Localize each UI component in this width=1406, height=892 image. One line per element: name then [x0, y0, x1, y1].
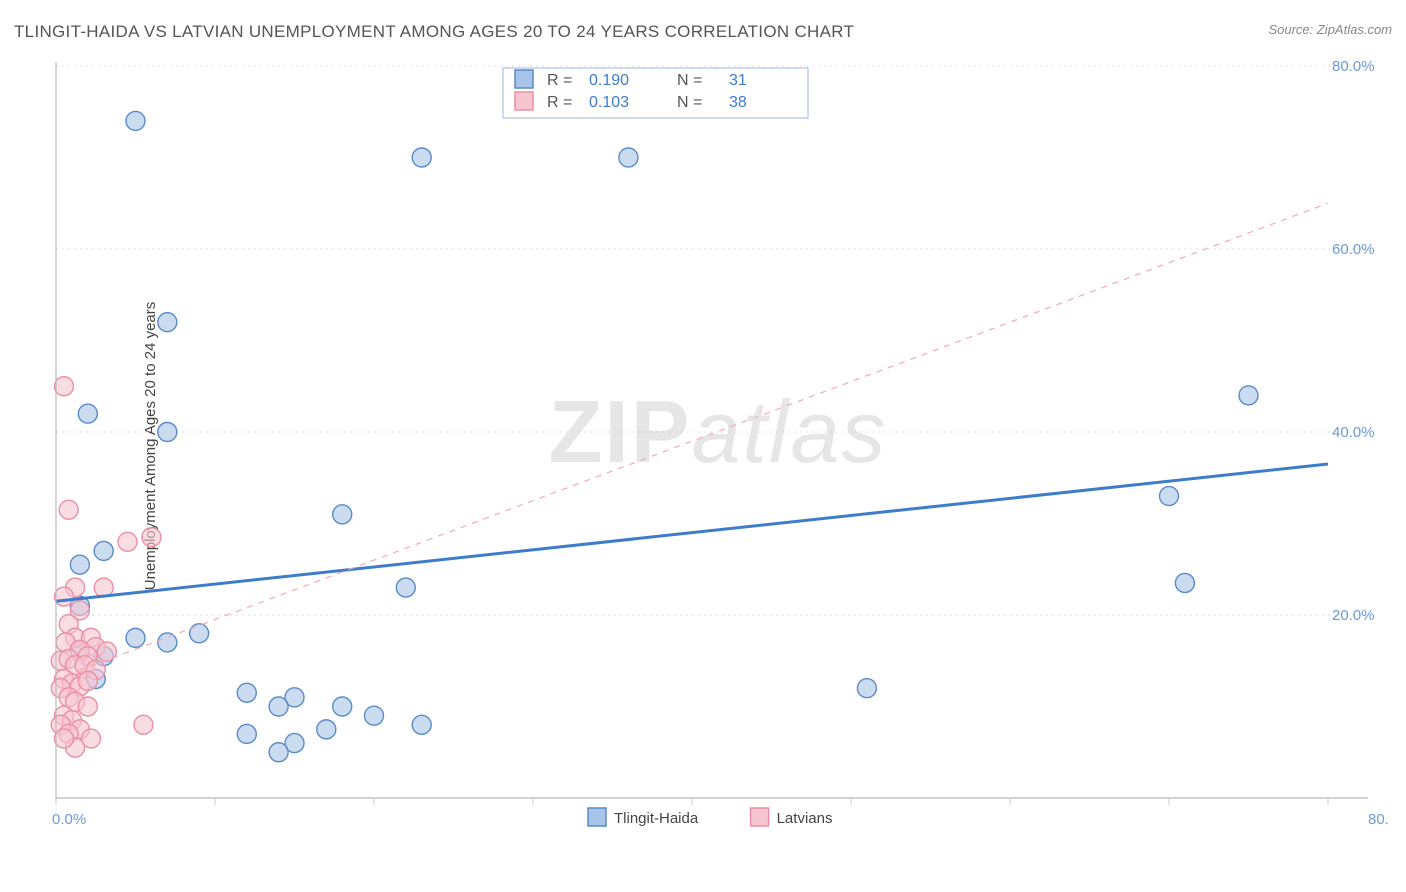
- data-point: [158, 313, 177, 332]
- bottom-legend-swatch: [588, 808, 606, 826]
- data-point: [54, 729, 73, 748]
- y-tick-label: 60.0%: [1332, 241, 1375, 258]
- data-point: [126, 628, 145, 647]
- data-point: [78, 404, 97, 423]
- legend-n-value: 38: [729, 94, 747, 111]
- chart-title: TLINGIT-HAIDA VS LATVIAN UNEMPLOYMENT AM…: [14, 22, 854, 42]
- data-point: [134, 715, 153, 734]
- data-point: [365, 706, 384, 725]
- legend-r-value: 0.190: [589, 72, 629, 89]
- data-point: [190, 624, 209, 643]
- bottom-legend-label: Tlingit-Haida: [614, 810, 699, 827]
- data-point: [412, 715, 431, 734]
- y-tick-label: 80.0%: [1332, 58, 1375, 75]
- data-point: [78, 697, 97, 716]
- data-point: [396, 578, 415, 597]
- y-tick-label: 40.0%: [1332, 424, 1375, 441]
- trend-line: [56, 464, 1328, 601]
- data-point: [269, 697, 288, 716]
- data-point: [237, 724, 256, 743]
- data-point: [70, 555, 89, 574]
- data-point: [1160, 487, 1179, 506]
- legend-r-label: R =: [547, 94, 572, 111]
- data-point: [619, 148, 638, 167]
- bottom-legend-swatch: [751, 808, 769, 826]
- legend-swatch: [515, 70, 533, 88]
- data-point: [1175, 573, 1194, 592]
- data-point: [59, 500, 78, 519]
- x-tick-label: 0.0%: [52, 811, 86, 828]
- data-point: [54, 587, 73, 606]
- legend-swatch: [515, 92, 533, 110]
- data-point: [857, 679, 876, 698]
- data-point: [158, 423, 177, 442]
- data-point: [333, 505, 352, 524]
- legend-n-label: N =: [677, 72, 702, 89]
- data-point: [412, 148, 431, 167]
- data-point: [142, 528, 161, 547]
- legend-r-value: 0.103: [589, 94, 629, 111]
- data-point: [269, 743, 288, 762]
- data-point: [158, 633, 177, 652]
- source-label: Source: ZipAtlas.com: [1268, 22, 1392, 37]
- trend-line: [56, 203, 1328, 679]
- data-point: [333, 697, 352, 716]
- legend-r-label: R =: [547, 72, 572, 89]
- data-point: [54, 377, 73, 396]
- bottom-legend-label: Latvians: [777, 810, 833, 827]
- chart-svg: 20.0% 40.0% 60.0% 80.0% 0.0% 80.0% R = 0.190 N =…: [48, 58, 1388, 838]
- y-tick-label: 20.0%: [1332, 607, 1375, 624]
- data-point: [126, 111, 145, 130]
- x-tick-label: 80.0%: [1368, 811, 1388, 828]
- data-point: [317, 720, 336, 739]
- legend-n-value: 31: [729, 72, 747, 89]
- data-point: [94, 541, 113, 560]
- chart-plot-area: ZIPatlas 20.0%40.0%60.0%80.0%0.0%80.0%R …: [48, 58, 1388, 838]
- data-point: [1239, 386, 1258, 405]
- legend-n-label: N =: [677, 94, 702, 111]
- data-point: [78, 671, 97, 690]
- data-point: [118, 532, 137, 551]
- data-point: [97, 642, 116, 661]
- data-point: [237, 683, 256, 702]
